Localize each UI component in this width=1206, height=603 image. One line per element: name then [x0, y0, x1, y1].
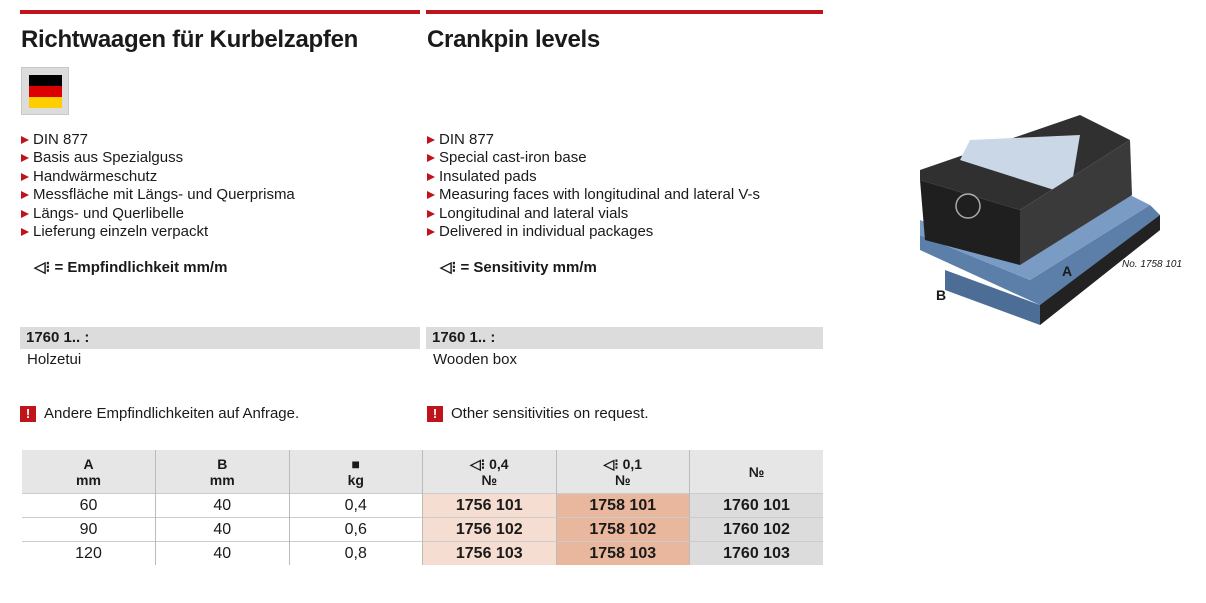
- code-bar-de: 1760 1.. :: [20, 327, 420, 349]
- table-row: 120 40 0,8 1756 103 1758 103 1760 103: [22, 541, 823, 565]
- feature: Measuring faces with longitudinal and la…: [426, 186, 760, 204]
- feature: Longitudinal and lateral vials: [426, 205, 760, 223]
- feature: Delivered in individual packages: [426, 223, 760, 241]
- title-de: Richtwaagen für Kurbelzapfen: [21, 26, 358, 53]
- feature: Lieferung einzeln verpackt: [20, 223, 295, 241]
- accessory-en: Wooden box: [433, 351, 517, 368]
- exclamation-icon: !: [427, 405, 443, 422]
- level-sensitivity-icon: ◁⁝: [469, 455, 490, 472]
- label-a: A: [1062, 263, 1072, 279]
- features-de: DIN 877 Basis aus Spezialguss Handwärmes…: [20, 131, 295, 241]
- sensitivity-legend-en: ◁⁝ = Sensitivity mm/m: [440, 259, 597, 276]
- weight-icon: ■: [351, 455, 360, 472]
- level-sensitivity-icon: ◁⁝: [603, 455, 623, 472]
- level-sensitivity-icon: ◁⁝: [34, 259, 51, 276]
- features-en: DIN 877 Special cast-iron base Insulated…: [426, 131, 760, 241]
- red-rule-en: [426, 10, 823, 14]
- feature: DIN 877: [20, 131, 295, 149]
- feature: Handwärmeschutz: [20, 168, 295, 186]
- feature: DIN 877: [426, 131, 760, 149]
- feature: Längs- und Querlibelle: [20, 205, 295, 223]
- exclamation-icon: !: [20, 405, 36, 422]
- feature: Basis aus Spezialguss: [20, 149, 295, 167]
- sensitivity-legend-de: ◁⁝ = Empfindlichkeit mm/m: [34, 259, 228, 276]
- feature: Special cast-iron base: [426, 149, 760, 167]
- product-image: A B: [920, 115, 1160, 325]
- accessory-de: Holzetui: [27, 351, 82, 368]
- german-flag-icon: [21, 67, 69, 115]
- level-sensitivity-icon: ◁⁝: [440, 259, 457, 276]
- table-row: 60 40 0,4 1756 101 1758 101 1760 101: [22, 493, 823, 518]
- note-de: ! Andere Empfindlichkeiten auf Anfrage.: [20, 405, 299, 422]
- image-caption: No. 1758 101: [1122, 259, 1183, 270]
- red-rule-de: [20, 10, 420, 14]
- label-b: B: [936, 287, 946, 303]
- table-row: 90 40 0,6 1756 102 1758 102 1760 102: [22, 517, 823, 542]
- feature: Messfläche mit Längs- und Querprisma: [20, 186, 295, 204]
- feature: Insulated pads: [426, 168, 760, 186]
- title-en: Crankpin levels: [427, 26, 600, 53]
- note-en: ! Other sensitivities on request.: [427, 405, 649, 422]
- code-bar-en: 1760 1.. :: [426, 327, 823, 349]
